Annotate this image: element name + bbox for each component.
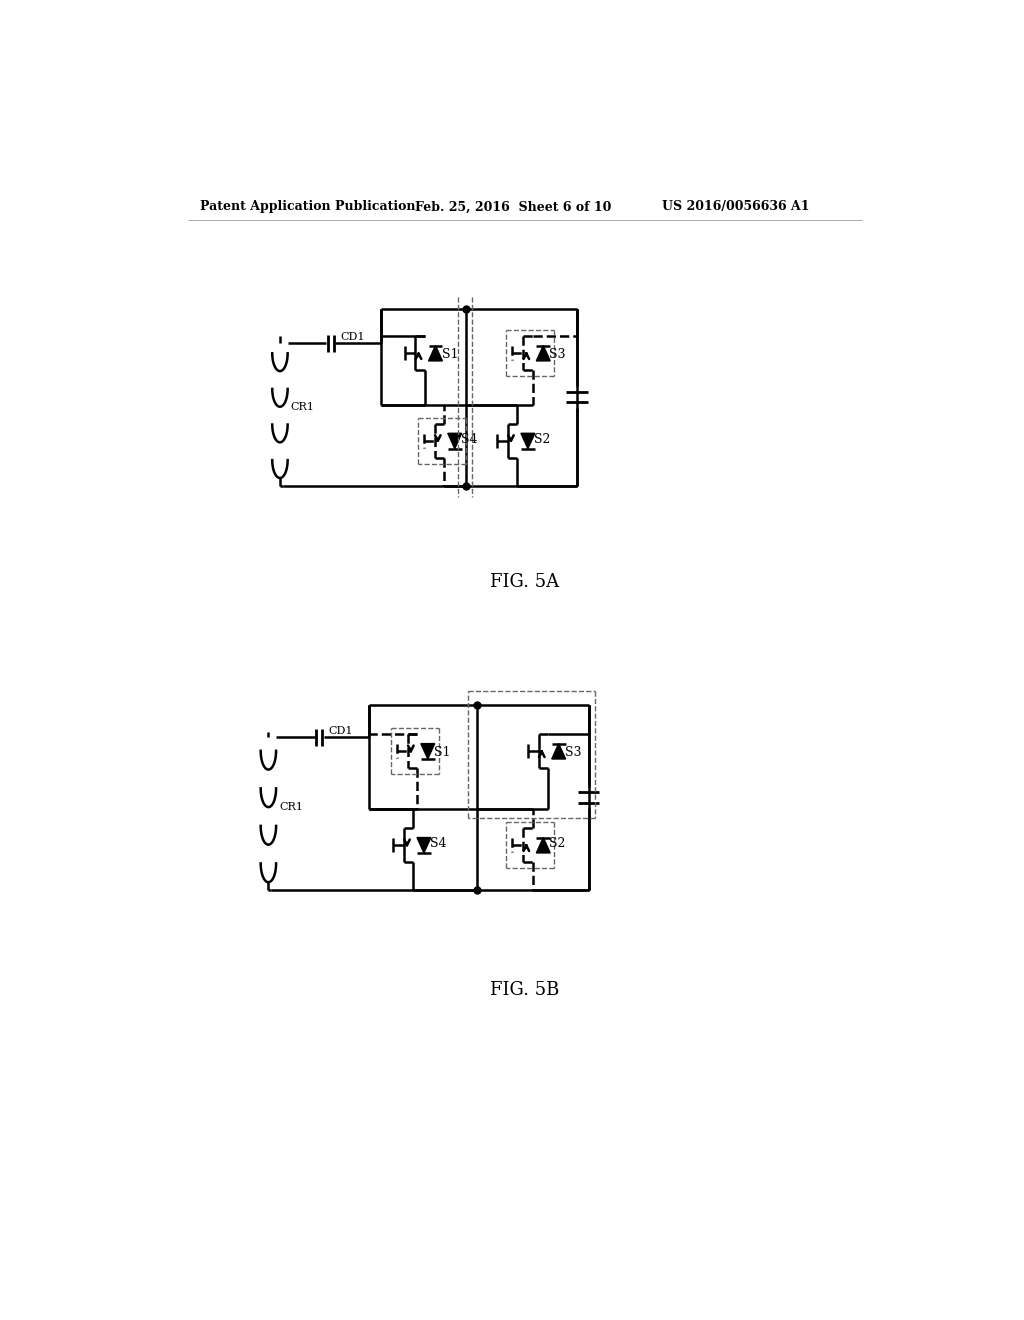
Text: CR1: CR1 bbox=[280, 803, 303, 812]
Polygon shape bbox=[417, 838, 431, 853]
Text: S3: S3 bbox=[550, 348, 566, 362]
Text: Patent Application Publication: Patent Application Publication bbox=[200, 201, 416, 214]
Text: FIG. 5A: FIG. 5A bbox=[490, 573, 559, 591]
Polygon shape bbox=[421, 743, 435, 759]
Text: S4: S4 bbox=[430, 837, 446, 850]
Text: S1: S1 bbox=[441, 348, 458, 362]
Text: S3: S3 bbox=[565, 746, 582, 759]
Text: S1: S1 bbox=[434, 746, 451, 759]
Polygon shape bbox=[537, 346, 550, 360]
Text: CD1: CD1 bbox=[329, 726, 353, 737]
Text: US 2016/0056636 A1: US 2016/0056636 A1 bbox=[662, 201, 809, 214]
Text: Feb. 25, 2016  Sheet 6 of 10: Feb. 25, 2016 Sheet 6 of 10 bbox=[416, 201, 611, 214]
Polygon shape bbox=[429, 346, 442, 360]
Text: S2: S2 bbox=[535, 433, 551, 446]
Polygon shape bbox=[447, 433, 462, 449]
Polygon shape bbox=[521, 433, 535, 449]
Text: FIG. 5B: FIG. 5B bbox=[490, 981, 559, 999]
Polygon shape bbox=[537, 838, 550, 853]
Text: CR1: CR1 bbox=[291, 401, 314, 412]
Text: S2: S2 bbox=[550, 837, 566, 850]
Text: CD1: CD1 bbox=[340, 331, 365, 342]
Text: S4: S4 bbox=[461, 433, 477, 446]
Polygon shape bbox=[552, 743, 565, 759]
